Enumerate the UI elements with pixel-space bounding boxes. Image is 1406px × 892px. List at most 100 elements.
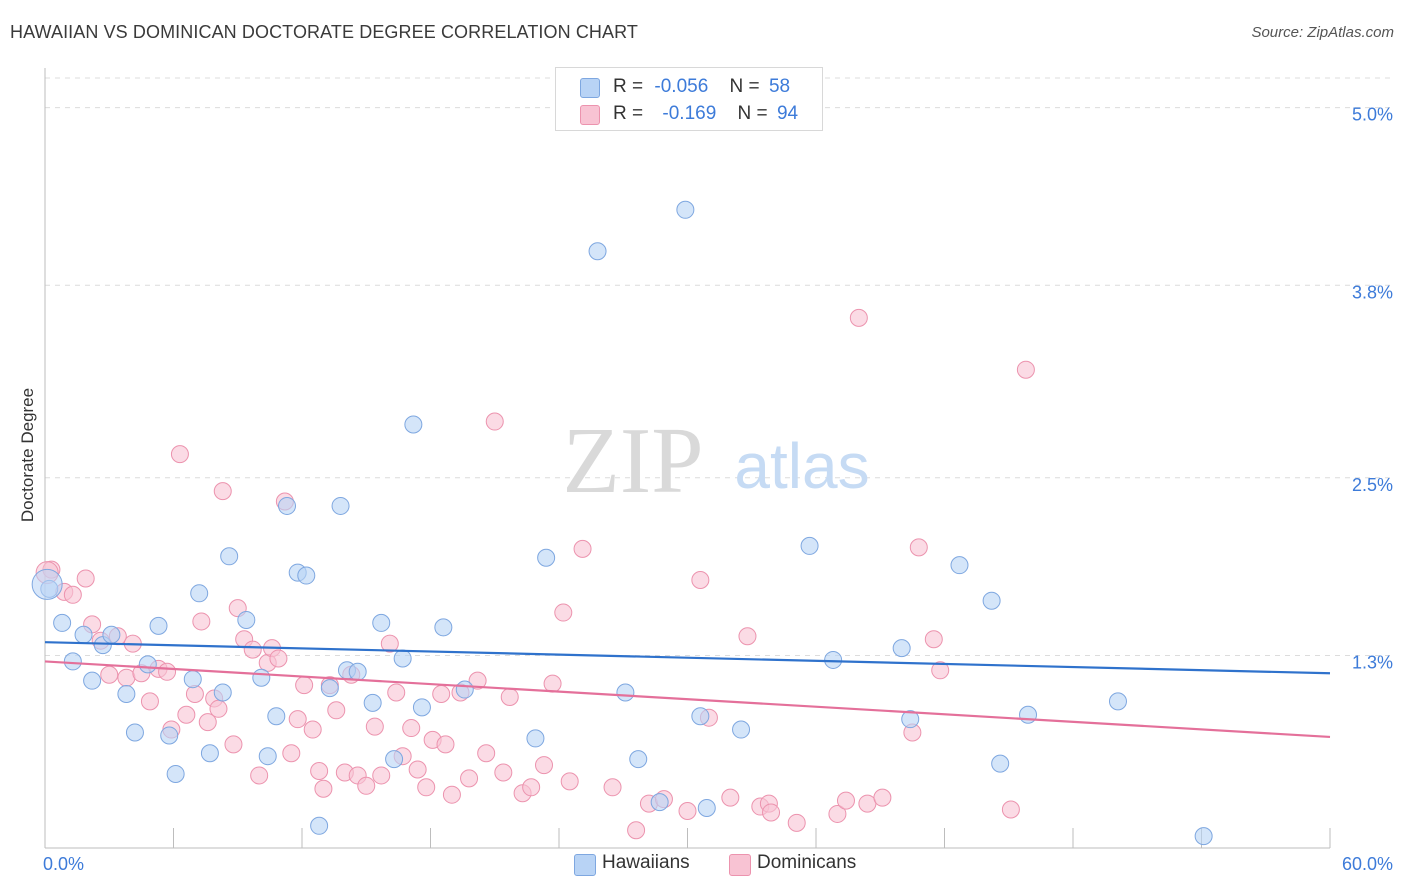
hawaiians-point xyxy=(697,799,716,818)
n-value: 94 xyxy=(776,103,799,124)
hawaiians-point xyxy=(616,683,635,702)
dominicans-point xyxy=(1016,360,1035,379)
dominicans-point xyxy=(372,766,391,785)
legend-label: Dominicans xyxy=(757,852,857,873)
dominicans-point xyxy=(243,640,262,659)
hawaiians-point xyxy=(1194,827,1213,846)
dominicans-point xyxy=(931,661,950,680)
dominicans-swatch xyxy=(729,854,751,876)
hawaiians-point xyxy=(363,693,382,712)
n-label: N = xyxy=(729,76,760,97)
dominicans-point xyxy=(849,308,868,327)
tick-labels: 1.3% 2.5% 3.8% 5.0% 0.0% 60.0% xyxy=(43,105,1393,874)
hawaiians-point xyxy=(63,652,82,671)
dominicans-point xyxy=(522,778,541,797)
hawaiians-point xyxy=(83,671,102,690)
dominicans-point xyxy=(408,760,427,779)
hawaiians-point xyxy=(526,729,545,748)
hawaiians-point xyxy=(901,710,920,729)
dominicans-point xyxy=(909,538,928,557)
hawaiians-point xyxy=(537,548,556,567)
dominicans-point xyxy=(269,649,288,668)
hawaiians-point xyxy=(393,649,412,668)
r-label: R = xyxy=(613,103,644,124)
dominicans-point xyxy=(140,692,159,711)
dominicans-point xyxy=(327,701,346,720)
watermark-zip: ZIP xyxy=(563,409,704,513)
hawaiians-point xyxy=(166,764,185,783)
dominicans-point xyxy=(485,412,504,431)
hawaiians-point xyxy=(1019,705,1038,724)
hawaiians-point xyxy=(331,496,350,515)
hawaiians-point xyxy=(31,568,63,600)
hawaiians-point xyxy=(676,200,695,219)
dominicans-point xyxy=(303,720,322,739)
n-value: 58 xyxy=(768,76,791,97)
r-value: -0.056 xyxy=(654,76,709,97)
chart-title: HAWAIIAN VS DOMINICAN DOCTORATE DEGREE C… xyxy=(10,22,638,42)
trend-lines xyxy=(44,641,1331,739)
hawaiians-swatch xyxy=(574,854,596,876)
source-label: Source: ZipAtlas.com xyxy=(1251,24,1394,41)
hawaiians-point xyxy=(892,639,911,658)
x-tick-label: 0.0% xyxy=(43,854,84,874)
dominicans-point xyxy=(365,717,384,736)
watermark: ZIP atlas xyxy=(563,409,870,513)
hawaiians-trend-line xyxy=(44,641,1331,675)
n-label: N = xyxy=(737,103,768,124)
hawaiians-point xyxy=(455,680,474,699)
hawaiians-point xyxy=(588,242,607,261)
hawaiians-point xyxy=(278,496,297,515)
dominicans-point xyxy=(494,763,513,782)
hawaiians-point xyxy=(348,662,367,681)
dominicans-point xyxy=(787,813,806,832)
dominicans-point xyxy=(535,756,554,775)
dominicans-point xyxy=(314,779,333,798)
dominicans-point xyxy=(310,762,329,780)
dominicans-point xyxy=(858,794,877,813)
hawaiians-point xyxy=(117,685,136,703)
hawaiians-point xyxy=(149,616,168,635)
hawaiians-point xyxy=(982,591,1001,610)
legend-label: Hawaiians xyxy=(602,852,690,873)
dominicans-point xyxy=(828,804,847,823)
dominicans-point xyxy=(468,671,487,690)
hawaiians-swatch xyxy=(580,78,600,98)
dominicans-point xyxy=(627,821,646,840)
hawaiians-point xyxy=(434,618,453,637)
x-tick-label: 60.0% xyxy=(1342,854,1393,874)
hawaiians-point xyxy=(297,566,316,585)
dominicans-point xyxy=(836,791,855,810)
axes xyxy=(44,68,1331,849)
dominicans-points xyxy=(35,308,1035,840)
hawaiians-point xyxy=(74,625,93,644)
dominicans-point xyxy=(192,612,211,631)
y-tick-label: 5.0% xyxy=(1352,105,1393,125)
dominicans-point xyxy=(402,719,421,738)
y-tick-label: 3.8% xyxy=(1352,282,1393,302)
dominicans-point xyxy=(436,735,455,754)
hawaiians-point xyxy=(138,655,157,674)
dominicans-point xyxy=(158,662,177,681)
hawaiians-point xyxy=(404,415,423,434)
hawaiians-point xyxy=(310,816,329,835)
correlation-legend: R = -0.056 N = 58 R = -0.169 N = 94 xyxy=(555,67,823,131)
dominicans-point xyxy=(691,570,710,589)
dominicans-point xyxy=(185,685,204,703)
dominicans-point xyxy=(543,674,562,693)
dominicans-swatch xyxy=(580,105,600,125)
hawaiians-point xyxy=(691,707,710,726)
dominicans-point xyxy=(295,676,314,695)
hawaiians-point xyxy=(102,625,121,644)
hawaiians-point xyxy=(183,670,202,689)
dominicans-point xyxy=(387,683,406,702)
dominicans-point xyxy=(357,776,376,795)
hawaiians-point xyxy=(252,668,271,687)
hawaiians-point xyxy=(1108,692,1127,711)
hawaiians-point xyxy=(800,536,819,555)
gridlines xyxy=(45,77,1392,656)
hawaiians-point xyxy=(950,556,969,575)
dominicans-point xyxy=(63,585,82,604)
dominicans-point xyxy=(477,744,496,763)
